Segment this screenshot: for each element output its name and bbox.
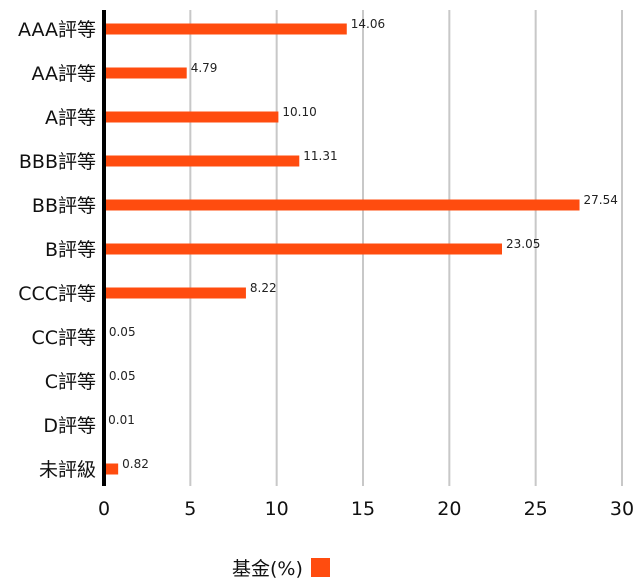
category-label-2: A評等 — [45, 107, 96, 129]
value-label-0: 14.06 — [351, 17, 385, 31]
bar-10 — [104, 463, 119, 475]
category-label-0: AAA評等 — [18, 19, 96, 41]
value-label-7: 0.05 — [109, 325, 136, 339]
labels: 0 5 10 15 20 25 30 AAA評等 14.06 AA評等 4.79 A評等 10.10 BB… — [18, 17, 634, 520]
value-label-4: 27.54 — [584, 193, 618, 207]
value-label-2: 10.10 — [282, 105, 316, 119]
legend-swatch — [310, 557, 330, 577]
bar-5 — [104, 243, 502, 255]
x-tick-label-30: 30 — [610, 498, 634, 520]
bar-2 — [104, 111, 279, 123]
x-tick-label-0: 0 — [98, 498, 110, 520]
category-label-6: CCC評等 — [18, 283, 96, 305]
x-tick-label-20: 20 — [437, 498, 461, 520]
category-label-7: CC評等 — [31, 327, 96, 349]
category-label-5: B評等 — [45, 239, 96, 261]
value-label-10: 0.82 — [122, 457, 149, 471]
value-label-6: 8.22 — [250, 281, 277, 295]
x-tick-label-5: 5 — [184, 498, 196, 520]
value-label-8: 0.05 — [109, 369, 136, 383]
value-label-1: 4.79 — [191, 61, 218, 75]
legend: 基金(%) — [232, 553, 330, 581]
legend-label: 基金(%) — [232, 557, 303, 580]
value-label-3: 11.31 — [303, 149, 337, 163]
x-tick-label-25: 25 — [524, 498, 548, 520]
bar-1 — [104, 67, 187, 79]
bar-4 — [104, 199, 580, 211]
x-tick-label-15: 15 — [351, 498, 375, 520]
category-label-3: BBB評等 — [19, 151, 96, 173]
bar-3 — [104, 155, 300, 167]
category-label-1: AA評等 — [31, 63, 96, 85]
category-label-4: BB評等 — [32, 195, 96, 217]
bar-0 — [104, 23, 347, 35]
x-tick-label-10: 10 — [265, 498, 289, 520]
category-label-10: 未評級 — [39, 459, 96, 481]
category-label-9: D評等 — [43, 415, 96, 437]
category-label-8: C評等 — [45, 371, 96, 393]
value-label-5: 23.05 — [506, 237, 540, 251]
value-label-9: 0.01 — [108, 413, 135, 427]
bar-6 — [104, 287, 246, 299]
